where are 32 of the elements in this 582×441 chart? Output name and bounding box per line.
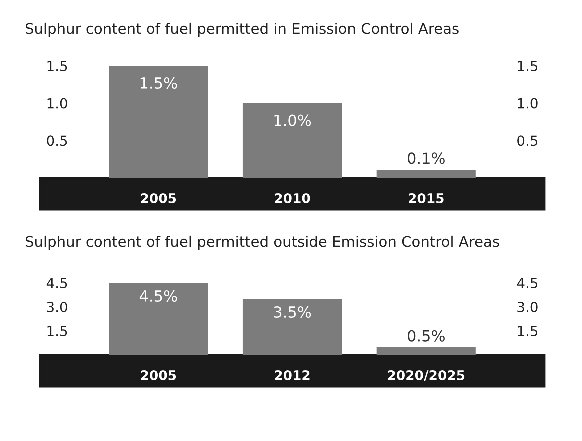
y-tick-label: 1.5: [48, 326, 68, 336]
bar: [242, 103, 342, 178]
y2-tick-label: 1.5: [518, 326, 538, 336]
x-tick-label: 2010: [275, 194, 310, 204]
x-tick-label: 2020/2025: [388, 370, 465, 382]
y-tick-label: 0.5: [47, 136, 68, 146]
bar: [376, 347, 476, 355]
x-tick-label: 2005: [141, 370, 176, 380]
y2-tick-label: 0.5: [518, 136, 538, 146]
chart-title: Sulphur content of fuel permitted in Emission Control Areas: [26, 22, 459, 38]
x-tick-label: 2012: [275, 370, 310, 380]
data-label: 0.1%: [408, 152, 445, 164]
data-label: 3.5%: [274, 306, 312, 318]
chart-title: Sulphur content of fuel permitted outside Emission Control Areas: [26, 236, 500, 250]
data-label: 1.5%: [140, 77, 178, 90]
y2-tick-label: 3.0: [518, 302, 538, 312]
y2-tick-label: 4.5: [517, 278, 538, 288]
bar: [109, 66, 208, 178]
y-tick-label: 1.5: [48, 61, 68, 72]
bar: [109, 283, 208, 355]
data-label: 4.5%: [140, 290, 178, 302]
x-tick-label: 2005: [141, 194, 176, 204]
y-tick-label: 3.0: [47, 302, 68, 312]
y2-tick-label: 1.0: [518, 98, 538, 109]
data-label: 0.5%: [408, 330, 445, 342]
x-tick-label: 2015: [409, 194, 444, 204]
y-tick-label: 1.0: [48, 98, 68, 109]
y2-tick-label: 1.5: [518, 61, 538, 72]
y-tick-label: 4.5: [46, 278, 68, 288]
data-label: 1.0%: [274, 114, 312, 126]
bar: [376, 170, 476, 178]
bar: [242, 299, 342, 355]
